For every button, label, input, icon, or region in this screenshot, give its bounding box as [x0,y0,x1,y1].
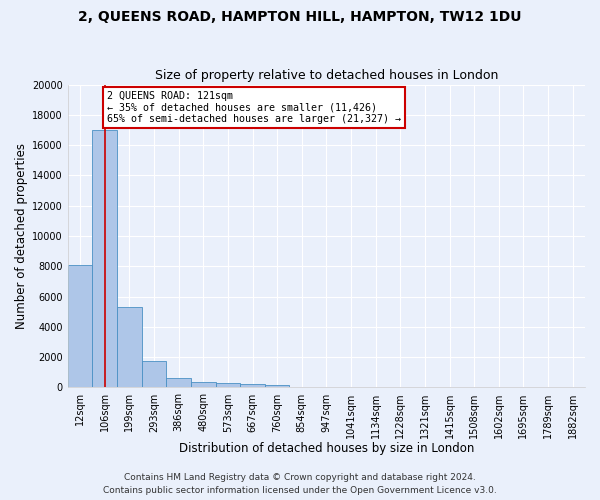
X-axis label: Distribution of detached houses by size in London: Distribution of detached houses by size … [179,442,474,455]
Text: 2 QUEENS ROAD: 121sqm
← 35% of detached houses are smaller (11,426)
65% of semi-: 2 QUEENS ROAD: 121sqm ← 35% of detached … [107,90,401,124]
Text: Contains HM Land Registry data © Crown copyright and database right 2024.
Contai: Contains HM Land Registry data © Crown c… [103,474,497,495]
Bar [166,378,191,388]
Bar [142,361,166,388]
Title: Size of property relative to detached houses in London: Size of property relative to detached ho… [155,69,498,82]
Bar [240,384,265,388]
Bar [92,130,117,388]
Bar [265,384,289,388]
Bar [191,382,215,388]
Y-axis label: Number of detached properties: Number of detached properties [15,143,28,329]
Bar [117,307,142,388]
Bar [68,265,92,388]
Bar [215,383,240,388]
Text: 2, QUEENS ROAD, HAMPTON HILL, HAMPTON, TW12 1DU: 2, QUEENS ROAD, HAMPTON HILL, HAMPTON, T… [78,10,522,24]
